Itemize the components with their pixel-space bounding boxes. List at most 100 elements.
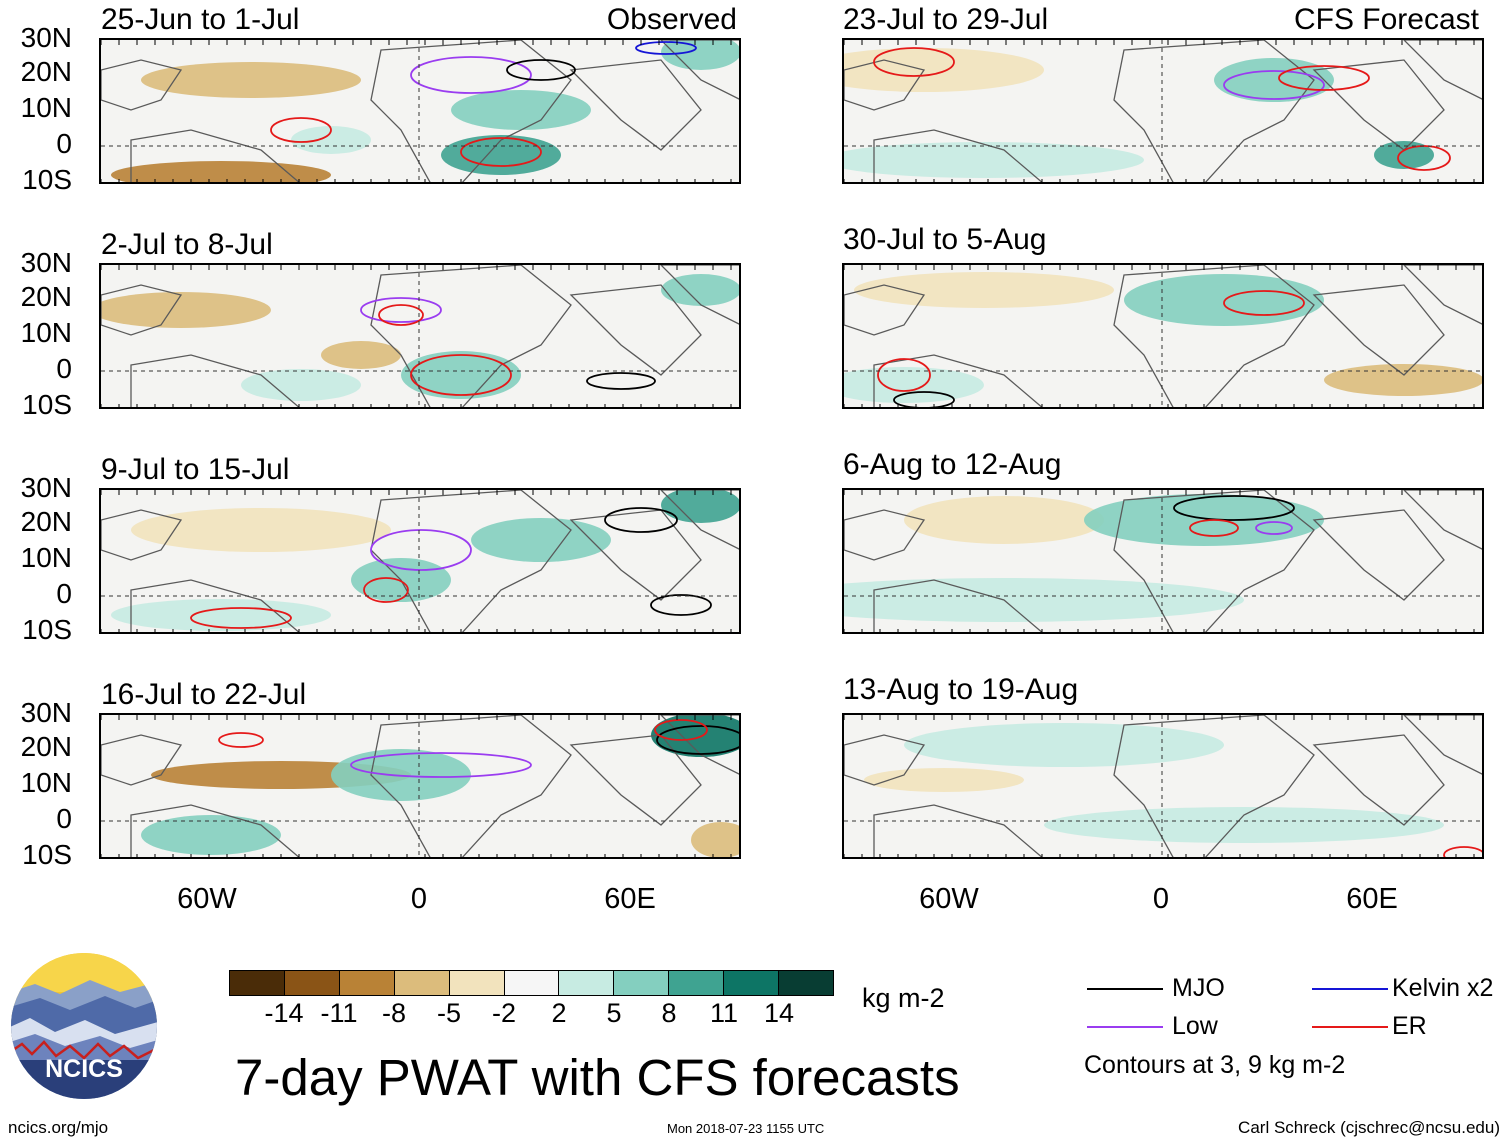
wave-contour (360, 297, 442, 323)
coastline (130, 804, 300, 857)
panel-left-2 (99, 263, 741, 409)
colorbar-swatch (724, 971, 780, 995)
lat-label: 30N (20, 247, 72, 278)
coastline (1403, 715, 1482, 775)
coastline (130, 129, 300, 182)
pwat-anomaly-blob (131, 508, 391, 552)
wave-contour (370, 529, 472, 571)
panel-title-right-2: 30-Jul to 5-Aug (843, 223, 1047, 256)
wave-contour (1278, 65, 1370, 91)
pwat-anomaly-blob (661, 490, 739, 523)
colorbar-swatch (284, 971, 340, 995)
wave-contour (350, 752, 532, 778)
wave-contour (650, 594, 712, 616)
wave-contour (460, 137, 542, 167)
panel-right-2-map (844, 265, 1482, 407)
coastline (1312, 509, 1445, 601)
pwat-anomaly-blob (241, 369, 361, 401)
lat-label: 10S (22, 164, 72, 195)
colorbar-tick-label: 2 (551, 998, 567, 1028)
pwat-anomaly-blob (401, 351, 521, 399)
wave-contour (506, 59, 576, 81)
panel-right-1-map (844, 40, 1482, 182)
pwat-anomaly-blob (141, 62, 361, 98)
panel-title-right-3: 6-Aug to 12-Aug (843, 448, 1062, 481)
panel-title-left-4: 16-Jul to 22-Jul (101, 678, 307, 711)
coastline (873, 354, 1043, 407)
pwat-anomaly-blob (844, 578, 1244, 622)
forecast-tag: CFS Forecast (1293, 3, 1479, 36)
panel-right-3 (842, 488, 1484, 634)
coastline (660, 40, 739, 100)
lat-label: 0 (56, 803, 72, 834)
lat-label: 0 (56, 578, 72, 609)
wave-contour (378, 304, 424, 326)
coastline (844, 734, 926, 786)
colorbar-swatch (394, 971, 450, 995)
lat-label: 30N (20, 22, 72, 53)
pwat-anomaly-blob (441, 135, 561, 175)
wave-contour (1223, 290, 1305, 316)
lat-label: 10S (22, 389, 72, 420)
coastline (844, 284, 926, 336)
lon-label-60w-right: 60W (919, 883, 979, 915)
colorbar-swatch (669, 971, 725, 995)
lat-label: 10S (22, 839, 72, 870)
colorbar-units: kg m-2 (862, 983, 945, 1013)
wave-contour (654, 719, 708, 741)
coastline (370, 715, 572, 857)
legend-note: Contours at 3, 9 kg m-2 (1084, 1051, 1346, 1079)
legend-line-kelvin (1312, 988, 1388, 990)
panel-title-left-2: 2-Jul to 8-Jul (101, 228, 273, 261)
lat-label: 10N (20, 542, 72, 573)
colorbar-tick-label: 5 (606, 998, 622, 1028)
pwat-anomaly-blob (1044, 807, 1444, 843)
colorbar-tick-label: -11 (320, 998, 358, 1028)
pwat-anomaly-blob (101, 292, 271, 328)
pwat-anomaly-blob (471, 518, 611, 562)
legend-line-mjo (1087, 988, 1163, 990)
wave-contour (1443, 846, 1482, 857)
panel-title-right-1: 23-Jul to 29-Jul (843, 3, 1049, 36)
lat-label: 10N (20, 767, 72, 798)
panel-left-1-map (101, 40, 739, 182)
coastline (569, 734, 702, 826)
coastline (1403, 490, 1482, 550)
footer-timestamp: Mon 2018-07-23 1155 UTC (667, 1121, 825, 1136)
lat-label: 10N (20, 92, 72, 123)
lon-label-60e-left: 60E (604, 883, 656, 915)
colorbar-swatch (339, 971, 395, 995)
pwat-anomaly-blob (1324, 364, 1482, 396)
pwat-anomaly-blob (651, 715, 739, 757)
panel-right-1 (842, 38, 1484, 184)
pwat-anomaly-blob (904, 496, 1104, 544)
ncics-logo: NCICS (11, 953, 157, 1099)
coastline (1113, 265, 1315, 407)
wave-contour (893, 391, 955, 407)
panel-left-4-map (101, 715, 739, 857)
panel-right-4 (842, 713, 1484, 859)
wave-contour (270, 117, 332, 143)
panel-title-left-1: 25-Jun to 1-Jul (101, 3, 300, 36)
wave-contour (635, 41, 697, 55)
pwat-anomaly-blob (661, 274, 739, 306)
colorbar-tick-label: -14 (264, 998, 304, 1028)
wave-contour (1173, 495, 1295, 521)
colorbar-tick-label: -5 (436, 998, 461, 1028)
coastline (101, 284, 183, 336)
panel-left-2-map (101, 265, 739, 407)
legend-line-er (1312, 1026, 1388, 1028)
pwat-anomaly-blob (291, 126, 371, 154)
footer-url[interactable]: ncics.org/mjo (8, 1118, 109, 1137)
lon-label-60e-right: 60E (1346, 883, 1398, 915)
coastline (873, 579, 1043, 632)
pwat-anomaly-blob (1374, 141, 1434, 169)
wave-contour (363, 577, 409, 603)
wave-contour (873, 47, 955, 77)
lat-label: 20N (20, 506, 72, 537)
wave-contour (410, 354, 512, 396)
coastline (569, 59, 702, 151)
pwat-anomaly-blob (691, 822, 739, 857)
pwat-anomaly-blob (111, 161, 331, 182)
legend-label-mjo: MJO (1172, 974, 1225, 1002)
